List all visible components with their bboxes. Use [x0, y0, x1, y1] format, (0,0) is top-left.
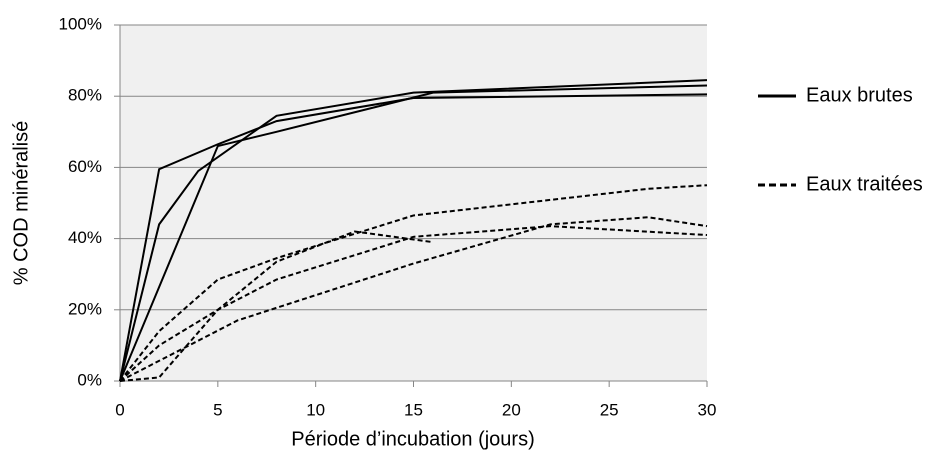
data-line [119, 79, 708, 382]
legend-label: Eaux traitées [806, 173, 923, 195]
data-line [119, 184, 708, 382]
data-line [119, 84, 708, 382]
plot-area [120, 25, 707, 381]
x-tick-label: 15 [404, 400, 423, 419]
y-tick-label: 80% [68, 86, 102, 105]
data-line [119, 230, 434, 382]
x-tick-label: 5 [213, 400, 222, 419]
x-axis-label: Période d’incubation (jours) [291, 428, 534, 450]
x-tick-label: 20 [502, 400, 521, 419]
data-line [119, 216, 708, 382]
data-line [119, 225, 708, 382]
y-axis-label: % COD minéralisé [10, 121, 32, 285]
y-tick-label: 60% [68, 157, 102, 176]
y-tick-label: 100% [59, 14, 102, 33]
y-tick-label: 20% [68, 299, 102, 318]
y-tick-label: 40% [68, 228, 102, 247]
x-tick-label: 0 [115, 400, 124, 419]
legend-label: Eaux brutes [806, 84, 913, 106]
x-tick-label: 25 [600, 400, 619, 419]
x-tick-label: 30 [698, 400, 717, 419]
data-line [119, 93, 708, 382]
y-tick-label: 0% [77, 370, 102, 389]
x-tick-label: 10 [306, 400, 325, 419]
